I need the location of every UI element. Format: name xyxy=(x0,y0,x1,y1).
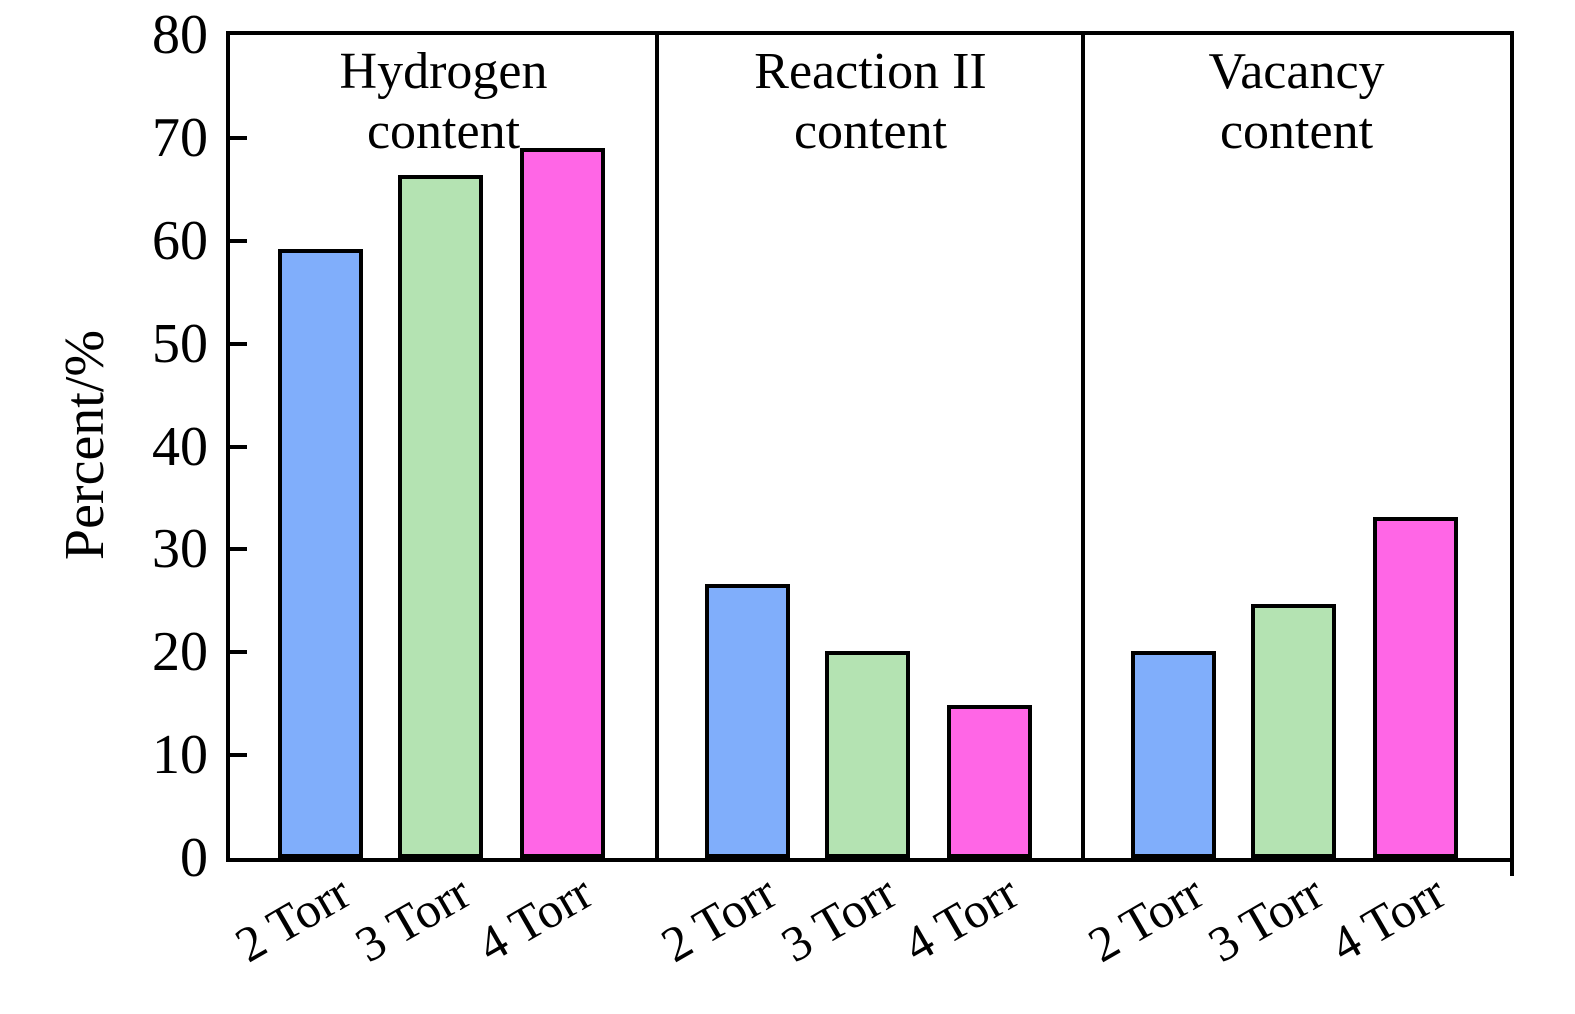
y-tick-label: 50 xyxy=(152,312,208,375)
panel-title-line: Hydrogen xyxy=(339,43,548,100)
panel-title-line: Reaction II xyxy=(754,43,987,100)
panel-divider xyxy=(1081,35,1086,858)
y-tick-label: 80 xyxy=(152,4,208,66)
y-tick-mark xyxy=(230,444,247,449)
x-tick-label: 4 Torr xyxy=(894,863,1028,973)
panel-title-vacancy: Vacancy content xyxy=(1083,42,1510,162)
x-tick-label: 3 Torr xyxy=(345,863,479,973)
y-tick-mark xyxy=(230,238,247,243)
x-tick-label: 4 Torr xyxy=(1320,863,1455,973)
bar-reaction-ii-4-torr xyxy=(946,704,1032,858)
x-tick-label: 2 Torr xyxy=(1078,863,1213,973)
panel-title-line: content xyxy=(1219,103,1374,160)
bar-hydrogen-4-torr xyxy=(520,148,605,858)
y-tick-label: 10 xyxy=(152,724,208,787)
y-tick-label: 0 xyxy=(180,827,208,889)
y-tick-mark xyxy=(230,547,247,552)
y-tick-label: 70 xyxy=(152,106,208,169)
bar-hydrogen-3-torr xyxy=(398,174,483,858)
panel-title-line: content xyxy=(366,103,521,160)
y-tick-mark xyxy=(230,135,247,140)
y-tick-mark xyxy=(230,753,247,758)
y-tick-label: 20 xyxy=(152,621,208,684)
panel-divider xyxy=(654,35,659,858)
y-tick-mark xyxy=(230,650,247,655)
bar-vacancy-2-torr xyxy=(1131,651,1217,858)
bar-reaction-ii-2-torr xyxy=(704,584,790,858)
x-tick-label: 4 Torr xyxy=(467,863,601,973)
bar-vacancy-4-torr xyxy=(1373,517,1459,858)
bar-hydrogen-2-torr xyxy=(278,248,363,858)
y-tick-label: 30 xyxy=(152,518,208,581)
y-tick-mark xyxy=(230,341,247,346)
y-tick-label: 60 xyxy=(152,209,208,272)
panel-title-line: Vacancy xyxy=(1208,43,1385,100)
bar-reaction-ii-3-torr xyxy=(824,651,910,858)
bar-vacancy-3-torr xyxy=(1251,603,1337,858)
x-tick-label: 3 Torr xyxy=(1198,863,1333,973)
panel-title-line: content xyxy=(793,103,948,160)
x-tick-label: 2 Torr xyxy=(652,863,786,973)
panel-title-hydrogen: Hydrogen content xyxy=(230,42,657,162)
x-tick-label: 3 Torr xyxy=(772,863,906,973)
right-axis-overshoot-tick xyxy=(1510,858,1514,876)
plot-area xyxy=(226,31,1514,862)
x-tick-label: 2 Torr xyxy=(225,863,359,973)
y-tick-label: 40 xyxy=(152,415,208,478)
panel-title-reaction-ii: Reaction II content xyxy=(657,42,1084,162)
